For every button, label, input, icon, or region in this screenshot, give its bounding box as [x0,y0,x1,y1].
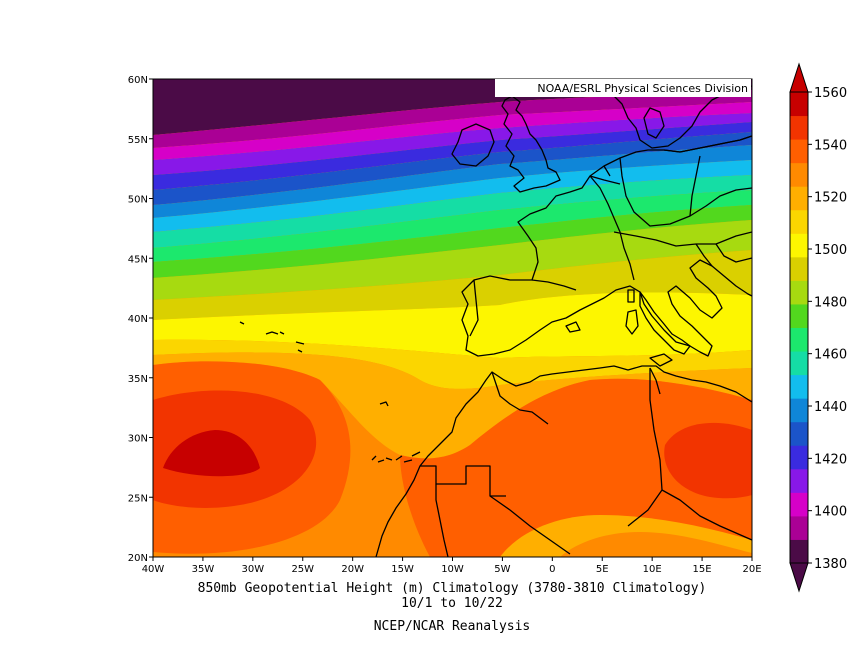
border-poland [689,155,701,217]
ireland [451,123,495,167]
high-africa [400,378,752,557]
lon-tick-label: 35W [192,564,215,575]
colorbar-label: 1480 [814,295,847,310]
lat-tick-label: 55N [128,135,148,146]
europe-coast [461,135,752,357]
great-britain [501,95,561,193]
italy [639,291,691,355]
longitude-axis: 40W 35W 30W 25W 20W 15W 10W 5W 0 5E 10E 15E 20E [142,557,762,575]
lat-tick-label: 60N [128,75,148,86]
caption-title: 850mb Geopotential Height (m) Climatolog… [197,581,707,596]
lat-tick-label: 45N [128,254,148,265]
north-africa-coast [375,365,752,557]
denmark [643,107,665,139]
latitude-axis: 20N 25N 30N 35N 40N 45N 50N 55N 60N [128,75,153,564]
colorbar-label: 1460 [814,348,847,363]
lat-tick-label: 50N [128,195,148,206]
lon-tick-label: 15W [391,564,414,575]
credit-label: NOAA/ESRL Physical Sciences Division [537,82,748,95]
lon-tick-label: 10W [441,564,464,575]
colorbar-segment [790,468,808,493]
canaries [371,451,421,463]
border-spain-portugal [469,279,479,337]
colorbar-segment [790,398,808,423]
colorbar-segment [790,351,808,376]
border-tunisia [649,367,661,395]
colorbar-segment [790,327,808,352]
lon-tick-label: 25W [291,564,314,575]
lon-tick-label: 40W [142,564,165,575]
lon-tick-label: 10E [643,564,662,575]
colorbar-segment [790,492,808,517]
colorbar: 1380 1400 1420 1440 1460 1480 1500 1520 1540 1560 [789,62,847,593]
border-france-spain [531,279,577,291]
lon-tick-label: 0 [549,564,555,575]
corsica [627,289,635,303]
border-algeria-mali [489,495,571,555]
caption-dates: 10/1 to 10/22 [401,596,503,611]
border-niger-libya [661,489,752,541]
border-algeria-libya [627,368,663,527]
colorbar-segment [790,374,808,399]
colorbar-label: 1440 [814,400,847,415]
lat-tick-label: 20N [128,553,148,564]
colorbar-segment [790,515,808,540]
colorbar-label: 1560 [814,86,847,101]
colorbar-label: 1520 [814,191,847,206]
border-balkans [695,243,752,267]
colorbar-segment [790,280,808,305]
colorbar-min-arrow [789,562,809,593]
lat-tick-label: 30N [128,434,148,445]
colorbar-segment [790,139,808,164]
lon-tick-label: 20W [341,564,364,575]
border-germany [619,157,752,227]
colorbar-segment [790,539,808,564]
colorbar-segment [790,209,808,234]
lon-tick-label: 30W [242,564,265,575]
lon-tick-label: 5E [596,564,609,575]
high-core-atlantic [163,430,260,477]
colorbar-segment [790,92,808,117]
colorbar-frame [789,91,809,564]
border-mauritania [435,484,449,557]
caption-source: NCEP/NCAR Reanalysis [373,619,531,634]
colorbar-segment [790,256,808,281]
border-alps [613,231,752,247]
border-france-east [589,175,635,281]
colorbar-label: 1500 [814,243,847,258]
lon-tick-label: 15E [693,564,712,575]
colorbar-segment [790,303,808,328]
border-benelux [589,165,621,185]
credit-box [495,79,751,97]
sardinia [625,309,639,335]
madeira [379,401,389,407]
colorbar-label: 1380 [814,557,847,572]
colorbar-max-arrow [789,62,809,93]
lat-tick-label: 35N [128,374,148,385]
coastlines [239,79,752,557]
colorbar-label: 1400 [814,505,847,520]
balearics [565,321,581,333]
colorbar-label: 1420 [814,452,847,467]
colorbar-segment [790,186,808,211]
colorbar-segment [790,421,808,446]
border-morocco-algeria [491,371,549,425]
colorbar-segment [790,162,808,187]
lat-tick-label: 25N [128,493,148,504]
lat-tick-label: 40N [128,314,148,325]
sicily [649,353,673,367]
lon-tick-label: 5W [494,564,510,575]
colorbar-label: 1540 [814,138,847,153]
colorbar-segment [790,445,808,470]
colorbar-segment [790,115,808,140]
colorbar-segment [790,233,808,258]
border-western-sahara [420,465,506,497]
azores [239,321,305,353]
lon-tick-label: 20E [742,564,761,575]
